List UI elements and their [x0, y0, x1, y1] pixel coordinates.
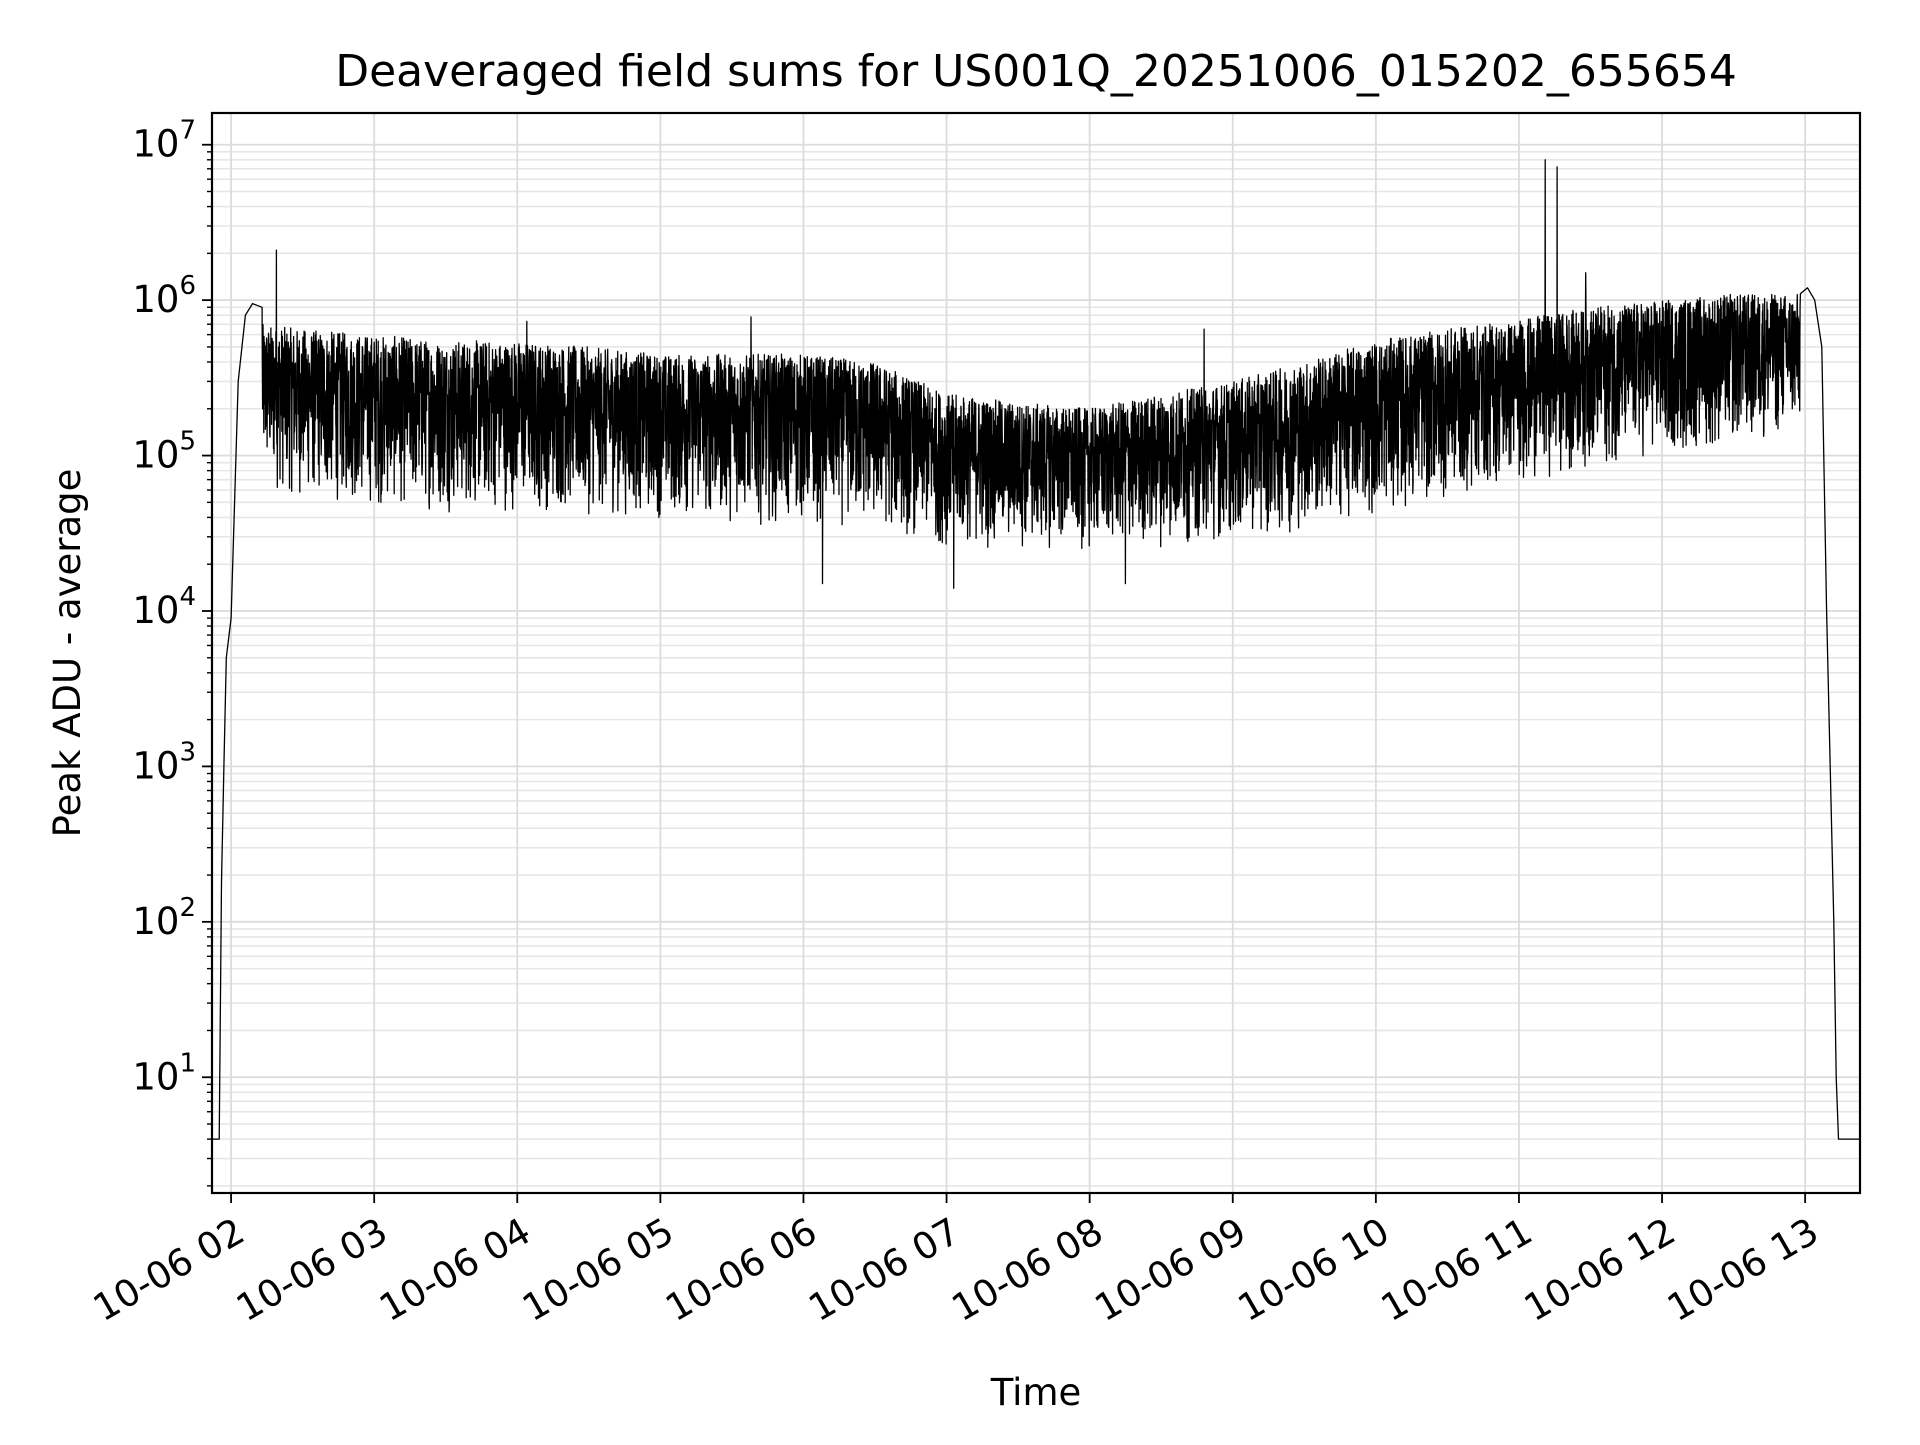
- y-axis-label: Peak ADU - average: [46, 469, 89, 838]
- y-tick-label: 101: [132, 1048, 196, 1098]
- data-layer: [212, 159, 1860, 1140]
- y-tick-label-base: 10: [132, 589, 179, 632]
- y-tick-label-exponent: 2: [179, 893, 196, 923]
- y-tick-label-base: 10: [132, 744, 179, 787]
- y-tick-label: 102: [132, 893, 196, 943]
- y-tick-label-exponent: 3: [179, 737, 196, 767]
- series-line: [212, 159, 1860, 1140]
- y-tick-label-base: 10: [132, 900, 179, 943]
- y-tick-label-base: 10: [132, 123, 179, 166]
- y-tick-label-exponent: 4: [179, 582, 196, 612]
- y-tick-label-exponent: 5: [179, 427, 196, 457]
- y-tick-label-base: 10: [132, 1055, 179, 1098]
- y-tick-label: 105: [132, 427, 196, 477]
- y-tick-label: 107: [132, 116, 196, 166]
- y-tick-label-base: 10: [132, 434, 179, 477]
- y-tick-label-base: 10: [132, 278, 179, 321]
- y-tick-label-exponent: 6: [179, 271, 196, 301]
- grid-layer: [212, 113, 1860, 1193]
- plot-frame: [210, 111, 1862, 1195]
- y-tick-label: 106: [132, 271, 196, 321]
- chart-title: Deaveraged field sums for US001Q_2025100…: [335, 46, 1737, 97]
- x-axis-label: Time: [990, 1371, 1082, 1414]
- y-tick-label-exponent: 1: [179, 1048, 196, 1078]
- y-tick-label: 103: [132, 737, 196, 787]
- y-tick-label-exponent: 7: [179, 116, 196, 146]
- y-tick-label: 104: [132, 582, 196, 632]
